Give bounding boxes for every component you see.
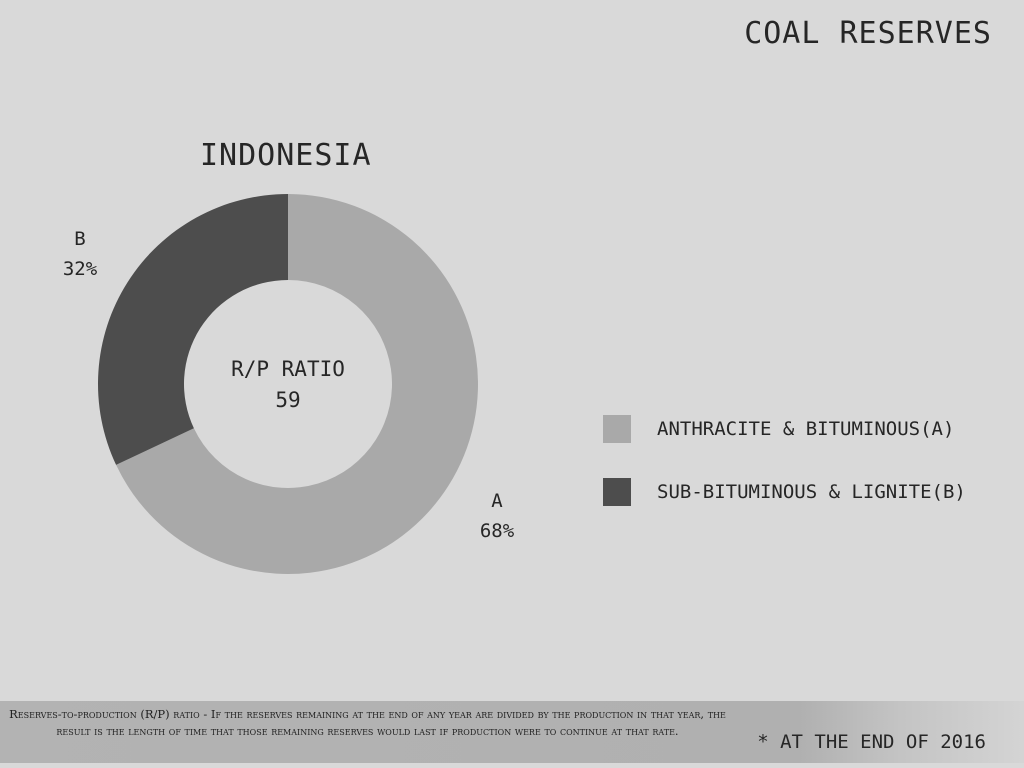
slice-label-b: B 32% xyxy=(50,224,110,284)
slice-b-percent: 32% xyxy=(62,258,98,280)
slice-a-percent: 68% xyxy=(479,520,515,542)
page-title: COAL RESERVES xyxy=(744,16,992,51)
legend-label-b: SUB-BITUMINOUS & LIGNITE(B) xyxy=(657,481,966,503)
rp-ratio-label: R/P RATIO xyxy=(231,357,345,381)
legend-label-a: ANTHRACITE & BITUMINOUS(A) xyxy=(657,418,955,440)
slice-b-key: B xyxy=(74,228,86,250)
chart-title: INDONESIA xyxy=(200,138,372,173)
slice-a xyxy=(116,194,479,574)
slice-a-key: A xyxy=(491,490,503,512)
legend-item-a: ANTHRACITE & BITUMINOUS(A) xyxy=(603,414,966,444)
slice-label-a: A 68% xyxy=(467,486,527,546)
as-of-note: * AT THE END OF 2016 xyxy=(757,731,986,753)
rp-ratio-value: 59 xyxy=(275,388,301,412)
legend-swatch-a xyxy=(603,415,631,443)
slice-b xyxy=(97,194,288,465)
legend-item-b: SUB-BITUMINOUS & LIGNITE(B) xyxy=(603,477,966,507)
legend: ANTHRACITE & BITUMINOUS(A) SUB-BITUMINOU… xyxy=(603,414,966,540)
donut-center-label: R/P RATIO 59 xyxy=(188,354,388,416)
footer-band xyxy=(0,701,1024,763)
footnote: Reserves-to-production (R/P) ratio - If … xyxy=(9,707,726,738)
legend-swatch-b xyxy=(603,478,631,506)
